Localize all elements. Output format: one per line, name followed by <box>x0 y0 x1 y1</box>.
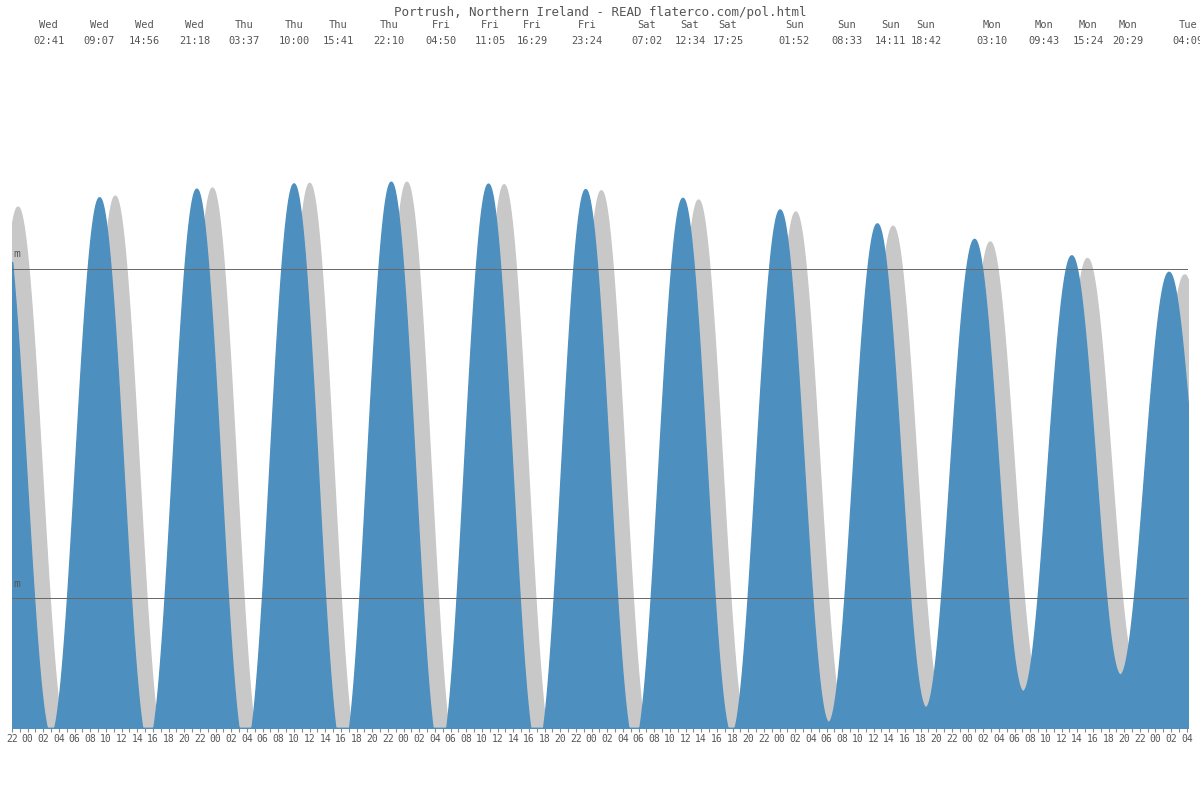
Text: Sun: Sun <box>785 20 804 30</box>
Text: 11:05: 11:05 <box>475 36 506 46</box>
Text: Thu: Thu <box>234 20 253 30</box>
Text: 20:29: 20:29 <box>1112 36 1144 46</box>
Text: Thu: Thu <box>284 20 304 30</box>
Text: Sat: Sat <box>637 20 656 30</box>
Text: Tue: Tue <box>1178 20 1198 30</box>
Text: Thu: Thu <box>380 20 398 30</box>
Text: 15:24: 15:24 <box>1073 36 1104 46</box>
Text: m: m <box>13 250 20 259</box>
Text: Mon: Mon <box>983 20 1002 30</box>
Text: Portrush, Northern Ireland - READ flaterco.com/pol.html: Portrush, Northern Ireland - READ flater… <box>394 6 806 19</box>
Text: 07:02: 07:02 <box>631 36 662 46</box>
Text: 09:07: 09:07 <box>84 36 115 46</box>
Text: Fri: Fri <box>523 20 542 30</box>
Text: 01:52: 01:52 <box>779 36 810 46</box>
Text: Thu: Thu <box>329 20 348 30</box>
Text: 17:25: 17:25 <box>713 36 744 46</box>
Text: 18:42: 18:42 <box>911 36 942 46</box>
Text: 04:50: 04:50 <box>426 36 457 46</box>
Text: 10:00: 10:00 <box>278 36 310 46</box>
Text: Wed: Wed <box>185 20 204 30</box>
Text: 03:37: 03:37 <box>228 36 259 46</box>
Text: 04:09: 04:09 <box>1172 36 1200 46</box>
Text: 14:11: 14:11 <box>875 36 906 46</box>
Text: 08:33: 08:33 <box>830 36 862 46</box>
Text: Fri: Fri <box>577 20 596 30</box>
Text: 02:41: 02:41 <box>34 36 65 46</box>
Text: Wed: Wed <box>90 20 108 30</box>
Text: Fri: Fri <box>481 20 499 30</box>
Text: Wed: Wed <box>40 20 58 30</box>
Text: Sun: Sun <box>881 20 900 30</box>
Text: Sun: Sun <box>838 20 856 30</box>
Text: 21:18: 21:18 <box>179 36 210 46</box>
Text: 03:10: 03:10 <box>977 36 1008 46</box>
Text: Mon: Mon <box>1118 20 1138 30</box>
Text: 16:29: 16:29 <box>517 36 548 46</box>
Text: 09:43: 09:43 <box>1028 36 1060 46</box>
Text: Fri: Fri <box>432 20 451 30</box>
Text: 12:34: 12:34 <box>674 36 706 46</box>
Text: 23:24: 23:24 <box>571 36 602 46</box>
Text: 14:56: 14:56 <box>128 36 161 46</box>
Text: Wed: Wed <box>136 20 154 30</box>
Text: 22:10: 22:10 <box>373 36 404 46</box>
Text: m: m <box>13 579 20 589</box>
Text: 15:41: 15:41 <box>323 36 354 46</box>
Text: Mon: Mon <box>1079 20 1098 30</box>
Text: Sat: Sat <box>719 20 737 30</box>
Text: Mon: Mon <box>1034 20 1054 30</box>
Text: Sun: Sun <box>917 20 935 30</box>
Text: Sat: Sat <box>680 20 700 30</box>
